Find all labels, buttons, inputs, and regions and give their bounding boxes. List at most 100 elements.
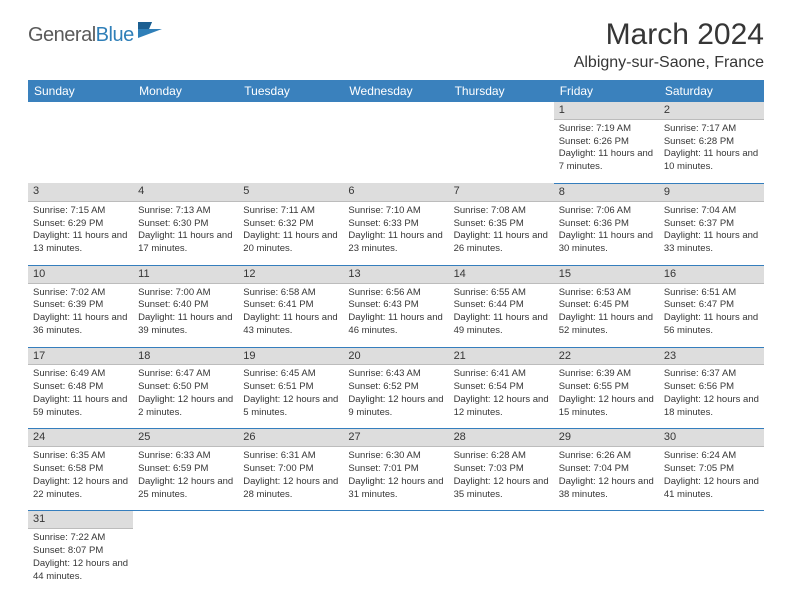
- daylight-text: Daylight: 11 hours and 20 minutes.: [243, 230, 338, 256]
- daylight-text: Daylight: 11 hours and 10 minutes.: [664, 148, 759, 174]
- daylight-text: Daylight: 11 hours and 17 minutes.: [138, 230, 233, 256]
- day-data-row: Sunrise: 7:19 AMSunset: 6:26 PMDaylight:…: [28, 119, 764, 183]
- sunset-text: Sunset: 6:47 PM: [664, 299, 759, 312]
- day-number-cell: [449, 102, 554, 119]
- day-number-cell: 5: [238, 183, 343, 201]
- day-data-cell: Sunrise: 6:26 AMSunset: 7:04 PMDaylight:…: [554, 447, 659, 511]
- sunset-text: Sunset: 6:35 PM: [454, 218, 549, 231]
- day-number-cell: 13: [343, 265, 448, 283]
- day-number-cell: 2: [659, 102, 764, 119]
- day-data-cell: Sunrise: 6:56 AMSunset: 6:43 PMDaylight:…: [343, 283, 448, 347]
- sunset-text: Sunset: 6:59 PM: [138, 463, 233, 476]
- day-data-cell: Sunrise: 7:19 AMSunset: 6:26 PMDaylight:…: [554, 119, 659, 183]
- daylight-text: Daylight: 12 hours and 35 minutes.: [454, 476, 549, 502]
- sunset-text: Sunset: 6:30 PM: [138, 218, 233, 231]
- day-data-cell: Sunrise: 6:49 AMSunset: 6:48 PMDaylight:…: [28, 365, 133, 429]
- day-data-cell: [343, 119, 448, 183]
- day-number-row: 24252627282930: [28, 429, 764, 447]
- day-number-cell: [343, 511, 448, 529]
- day-data-cell: Sunrise: 6:51 AMSunset: 6:47 PMDaylight:…: [659, 283, 764, 347]
- sunrise-text: Sunrise: 7:00 AM: [138, 287, 233, 300]
- day-number-cell: 23: [659, 347, 764, 365]
- sunrise-text: Sunrise: 7:04 AM: [664, 205, 759, 218]
- day-number-cell: 14: [449, 265, 554, 283]
- day-data-cell: Sunrise: 6:28 AMSunset: 7:03 PMDaylight:…: [449, 447, 554, 511]
- sunrise-text: Sunrise: 6:31 AM: [243, 450, 338, 463]
- day-data-cell: Sunrise: 6:24 AMSunset: 7:05 PMDaylight:…: [659, 447, 764, 511]
- sunrise-text: Sunrise: 6:41 AM: [454, 368, 549, 381]
- daylight-text: Daylight: 11 hours and 52 minutes.: [559, 312, 654, 338]
- daylight-text: Daylight: 11 hours and 13 minutes.: [33, 230, 128, 256]
- sunrise-text: Sunrise: 6:28 AM: [454, 450, 549, 463]
- sunrise-text: Sunrise: 7:19 AM: [559, 123, 654, 136]
- daylight-text: Daylight: 12 hours and 2 minutes.: [138, 394, 233, 420]
- sunset-text: Sunset: 8:07 PM: [33, 545, 128, 558]
- sunset-text: Sunset: 7:03 PM: [454, 463, 549, 476]
- daylight-text: Daylight: 11 hours and 7 minutes.: [559, 148, 654, 174]
- logo: GeneralBlue: [28, 24, 164, 47]
- day-number-cell: 15: [554, 265, 659, 283]
- daylight-text: Daylight: 12 hours and 41 minutes.: [664, 476, 759, 502]
- sunrise-text: Sunrise: 7:02 AM: [33, 287, 128, 300]
- day-data-cell: [449, 119, 554, 183]
- sunrise-text: Sunrise: 6:33 AM: [138, 450, 233, 463]
- sunset-text: Sunset: 7:05 PM: [664, 463, 759, 476]
- day-number-cell: 4: [133, 183, 238, 201]
- day-number-cell: 7: [449, 183, 554, 201]
- calendar-table: Sunday Monday Tuesday Wednesday Thursday…: [28, 80, 764, 593]
- day-number-cell: 22: [554, 347, 659, 365]
- sunrise-text: Sunrise: 6:37 AM: [664, 368, 759, 381]
- flag-icon: [136, 19, 164, 41]
- logo-text-general: General: [28, 24, 96, 47]
- day-number-cell: 25: [133, 429, 238, 447]
- day-number-row: 12: [28, 102, 764, 119]
- day-data-cell: Sunrise: 6:43 AMSunset: 6:52 PMDaylight:…: [343, 365, 448, 429]
- day-number-cell: 12: [238, 265, 343, 283]
- sunrise-text: Sunrise: 6:26 AM: [559, 450, 654, 463]
- sunset-text: Sunset: 6:48 PM: [33, 381, 128, 394]
- day-data-cell: [133, 529, 238, 593]
- daylight-text: Daylight: 11 hours and 56 minutes.: [664, 312, 759, 338]
- day-data-cell: Sunrise: 7:11 AMSunset: 6:32 PMDaylight:…: [238, 201, 343, 265]
- sunset-text: Sunset: 7:01 PM: [348, 463, 443, 476]
- sunset-text: Sunset: 6:41 PM: [243, 299, 338, 312]
- sunset-text: Sunset: 6:52 PM: [348, 381, 443, 394]
- day-number-cell: [238, 102, 343, 119]
- sunset-text: Sunset: 6:40 PM: [138, 299, 233, 312]
- day-data-cell: Sunrise: 6:41 AMSunset: 6:54 PMDaylight:…: [449, 365, 554, 429]
- daylight-text: Daylight: 12 hours and 38 minutes.: [559, 476, 654, 502]
- day-number-cell: 10: [28, 265, 133, 283]
- day-data-cell: [238, 119, 343, 183]
- sunrise-text: Sunrise: 6:58 AM: [243, 287, 338, 300]
- sunrise-text: Sunrise: 7:06 AM: [559, 205, 654, 218]
- daylight-text: Daylight: 11 hours and 23 minutes.: [348, 230, 443, 256]
- daylight-text: Daylight: 12 hours and 44 minutes.: [33, 558, 128, 584]
- sunrise-text: Sunrise: 7:22 AM: [33, 532, 128, 545]
- day-data-cell: Sunrise: 7:13 AMSunset: 6:30 PMDaylight:…: [133, 201, 238, 265]
- day-number-cell: 1: [554, 102, 659, 119]
- day-data-row: Sunrise: 7:02 AMSunset: 6:39 PMDaylight:…: [28, 283, 764, 347]
- daylight-text: Daylight: 12 hours and 22 minutes.: [33, 476, 128, 502]
- day-number-cell: [659, 511, 764, 529]
- sunset-text: Sunset: 6:45 PM: [559, 299, 654, 312]
- daylight-text: Daylight: 12 hours and 25 minutes.: [138, 476, 233, 502]
- sunset-text: Sunset: 6:58 PM: [33, 463, 128, 476]
- day-number-row: 31: [28, 511, 764, 529]
- day-data-row: Sunrise: 6:49 AMSunset: 6:48 PMDaylight:…: [28, 365, 764, 429]
- daylight-text: Daylight: 12 hours and 28 minutes.: [243, 476, 338, 502]
- daylight-text: Daylight: 11 hours and 46 minutes.: [348, 312, 443, 338]
- day-data-cell: Sunrise: 7:10 AMSunset: 6:33 PMDaylight:…: [343, 201, 448, 265]
- day-data-cell: [659, 529, 764, 593]
- sunset-text: Sunset: 6:44 PM: [454, 299, 549, 312]
- weekday-header: Tuesday: [238, 80, 343, 102]
- day-number-cell: 19: [238, 347, 343, 365]
- sunset-text: Sunset: 6:43 PM: [348, 299, 443, 312]
- day-data-cell: Sunrise: 7:02 AMSunset: 6:39 PMDaylight:…: [28, 283, 133, 347]
- day-number-cell: [449, 511, 554, 529]
- day-number-cell: 6: [343, 183, 448, 201]
- sunrise-text: Sunrise: 6:53 AM: [559, 287, 654, 300]
- day-data-cell: Sunrise: 7:04 AMSunset: 6:37 PMDaylight:…: [659, 201, 764, 265]
- day-number-cell: 24: [28, 429, 133, 447]
- sunrise-text: Sunrise: 6:24 AM: [664, 450, 759, 463]
- sunset-text: Sunset: 6:26 PM: [559, 136, 654, 149]
